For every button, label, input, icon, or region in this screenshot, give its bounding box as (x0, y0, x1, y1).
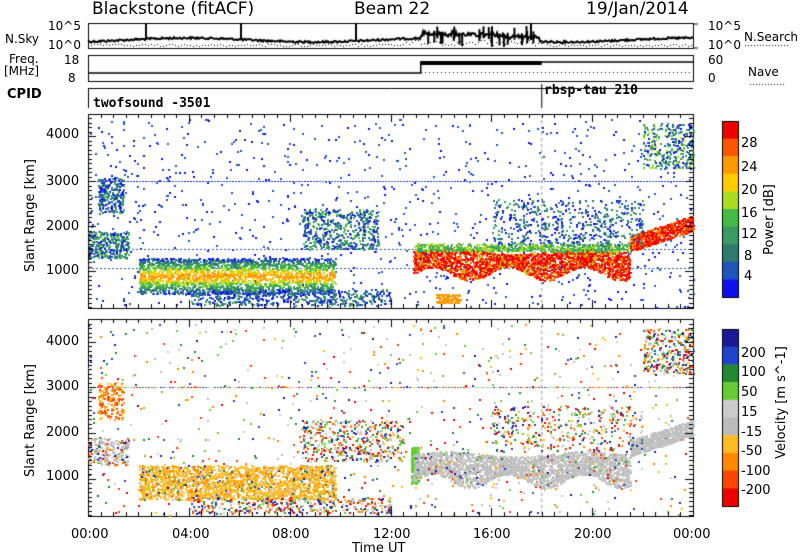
xtick-0000: 00:00 (71, 527, 109, 542)
cpid-segment-2: rbsp-tau 210 (544, 83, 638, 98)
nave-label: Nave (748, 65, 779, 79)
nsearch-tick-high: 10^5 (708, 19, 741, 33)
vel-cbar-tick-neg50: -50 (741, 444, 763, 459)
power-cbar-tick-28: 28 (741, 136, 758, 151)
cpid-segment-1: twofsound -3501 (93, 96, 211, 111)
power-cbar-tick-12: 12 (741, 227, 758, 242)
vel-ytick-4000: 4000 (46, 334, 80, 349)
freq-tick-low: 8 (68, 71, 76, 85)
xtick-1600: 16:00 (473, 527, 511, 542)
vel-cbar-tick-neg100: -100 (741, 464, 771, 479)
power-ytick-1000: 1000 (46, 263, 80, 278)
power-cbar-tick-16: 16 (741, 206, 758, 221)
power-cbar-tick-4: 4 (744, 269, 753, 284)
vel-ytick-2000: 2000 (46, 425, 80, 440)
freq-label: Freq. (9, 52, 39, 66)
power-cbar-tick-20: 20 (741, 183, 758, 198)
vel-ytick-1000: 1000 (46, 469, 80, 484)
power-ylabel: Slant Range [km] (22, 159, 38, 272)
power-cbar-tick-8: 8 (744, 249, 753, 264)
vel-cbar-tick-neg15: -15 (741, 425, 763, 440)
freq-tick-high: 18 (64, 53, 80, 67)
vel-ylabel: Slant Range [km] (22, 364, 38, 477)
vel-cbar-label: Velocity [m s^-1] (773, 346, 789, 459)
xlabel: Time UT (352, 541, 406, 556)
nsky-tick-low: 10^0 (48, 38, 81, 52)
xtick-0400: 04:00 (172, 527, 210, 542)
vel-cbar-tick-50: 50 (741, 385, 758, 400)
power-ytick-4000: 4000 (46, 127, 80, 142)
xtick-2400: 00:00 (673, 527, 711, 542)
nsky-label: N.Sky (5, 32, 40, 46)
power-cbar-tick-24: 24 (741, 160, 758, 175)
nsky-tick-high: 10^5 (48, 19, 81, 33)
station-title: Blackstone (fitACF) (92, 0, 255, 19)
vel-ytick-3000: 3000 (46, 379, 80, 394)
nsearch-tick-low: 10^0 (708, 38, 741, 52)
power-cbar-label: Power [dB] (761, 184, 777, 255)
vel-cbar-tick-200: 200 (741, 346, 766, 361)
power-ytick-3000: 3000 (46, 174, 80, 189)
freq-unit-label: [MHz] (4, 64, 40, 78)
nave-tick-high: 60 (708, 53, 724, 67)
xtick-0800: 08:00 (272, 527, 310, 542)
nsearch-label: N.Search (744, 30, 799, 44)
xtick-2000: 20:00 (574, 527, 612, 542)
beam-title: Beam 22 (354, 0, 431, 19)
vel-cbar-tick-neg200: -200 (741, 483, 771, 498)
power-ytick-2000: 2000 (46, 219, 80, 234)
vel-cbar-tick-100: 100 (741, 365, 766, 380)
nave-tick-low: 0 (708, 71, 716, 85)
date-title: 19/Jan/2014 (586, 0, 689, 19)
cpid-label: CPID (7, 87, 42, 102)
vel-cbar-tick-15: 15 (741, 405, 758, 420)
xtick-1200: 12:00 (373, 527, 411, 542)
